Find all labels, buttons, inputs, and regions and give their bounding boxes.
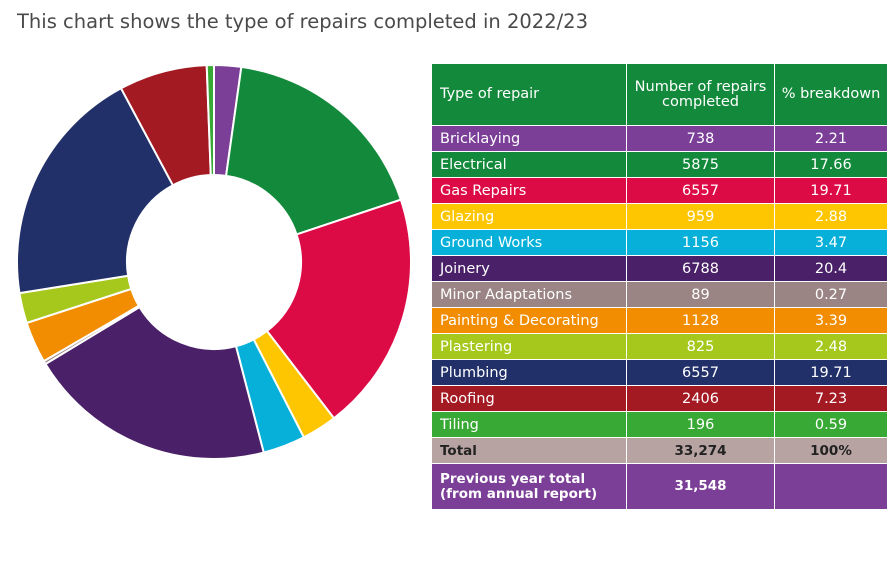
header-percent: % breakdown <box>774 63 888 126</box>
cell-number: 196 <box>626 411 775 438</box>
total-row: Total 33,274 100% <box>431 437 888 464</box>
table-row: Painting & Decorating 1128 3.39 <box>431 307 888 334</box>
cell-percent: 17.66 <box>774 151 888 178</box>
cell-type: Gas Repairs <box>431 177 627 204</box>
table-row: Minor Adaptations 89 0.27 <box>431 281 888 308</box>
cell-percent: 0.27 <box>774 281 888 308</box>
cell-percent: 20.4 <box>774 255 888 282</box>
cell-type: Electrical <box>431 151 627 178</box>
cell-number: 959 <box>626 203 775 230</box>
cell-number: 825 <box>626 333 775 360</box>
header-type: Type of repair <box>431 63 627 126</box>
cell-percent: 19.71 <box>774 177 888 204</box>
cell-percent: 3.39 <box>774 307 888 334</box>
cell-type: Ground Works <box>431 229 627 256</box>
table-row: Plastering 825 2.48 <box>431 333 888 360</box>
cell-type: Plastering <box>431 333 627 360</box>
previous-year-percent <box>774 463 888 510</box>
table-row: Roofing 2406 7.23 <box>431 385 888 412</box>
cell-number: 1128 <box>626 307 775 334</box>
cell-number: 6788 <box>626 255 775 282</box>
cell-percent: 2.21 <box>774 125 888 152</box>
table-row: Joinery 6788 20.4 <box>431 255 888 282</box>
donut-slice-gas-repairs <box>265 198 412 420</box>
cell-type: Plumbing <box>431 359 627 386</box>
cell-percent: 0.59 <box>774 411 888 438</box>
cell-number: 89 <box>626 281 775 308</box>
cell-type: Roofing <box>431 385 627 412</box>
cell-type: Minor Adaptations <box>431 281 627 308</box>
cell-type: Tiling <box>431 411 627 438</box>
cell-percent: 19.71 <box>774 359 888 386</box>
cell-percent: 2.88 <box>774 203 888 230</box>
table-row: Bricklaying 738 2.21 <box>431 125 888 152</box>
table-row: Electrical 5875 17.66 <box>431 151 888 178</box>
table-row: Ground Works 1156 3.47 <box>431 229 888 256</box>
cell-type: Glazing <box>431 203 627 230</box>
cell-number: 2406 <box>626 385 775 412</box>
donut-slice-plumbing <box>16 86 175 295</box>
header-number: Number of repairs completed <box>626 63 775 126</box>
cell-number: 6557 <box>626 359 775 386</box>
donut-slice-electrical <box>224 65 403 236</box>
cell-type: Bricklaying <box>431 125 627 152</box>
cell-percent: 3.47 <box>774 229 888 256</box>
total-number: 33,274 <box>626 437 775 464</box>
table-row: Glazing 959 2.88 <box>431 203 888 230</box>
cell-number: 6557 <box>626 177 775 204</box>
cell-type: Joinery <box>431 255 627 282</box>
previous-year-number: 31,548 <box>626 463 775 510</box>
repairs-table: Type of repair Number of repairs complet… <box>431 63 888 510</box>
page-title: This chart shows the type of repairs com… <box>17 10 588 33</box>
cell-number: 1156 <box>626 229 775 256</box>
table-header-row: Type of repair Number of repairs complet… <box>431 63 888 126</box>
cell-type: Painting & Decorating <box>431 307 627 334</box>
cell-number: 5875 <box>626 151 775 178</box>
table-row: Plumbing 6557 19.71 <box>431 359 888 386</box>
table-row: Tiling 196 0.59 <box>431 411 888 438</box>
donut-chart <box>16 63 412 460</box>
donut-slice-joinery <box>44 305 265 460</box>
previous-year-row: Previous year total (from annual report)… <box>431 463 888 510</box>
cell-percent: 7.23 <box>774 385 888 412</box>
cell-percent: 2.48 <box>774 333 888 360</box>
cell-number: 738 <box>626 125 775 152</box>
donut-slice-tiling <box>205 63 215 177</box>
previous-year-label: Previous year total (from annual report) <box>431 463 627 510</box>
total-percent: 100% <box>774 437 888 464</box>
total-label: Total <box>431 437 627 464</box>
table-row: Gas Repairs 6557 19.71 <box>431 177 888 204</box>
